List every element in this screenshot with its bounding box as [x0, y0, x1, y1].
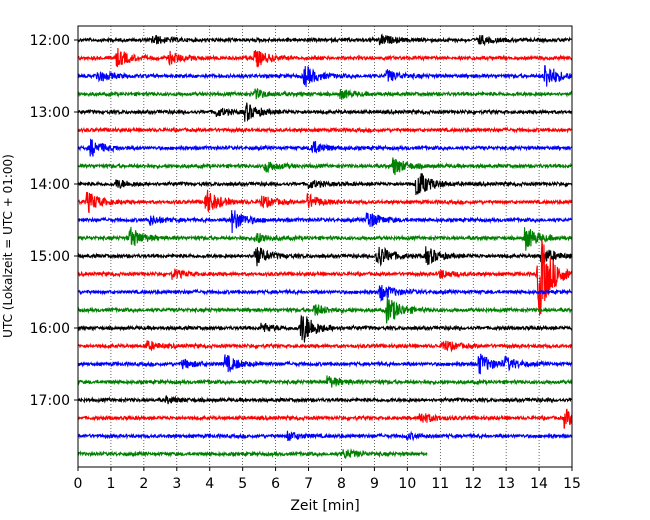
- y-tick-label: 16:00: [30, 321, 70, 337]
- trace-row: [77, 285, 573, 303]
- x-tick-label: 12: [464, 476, 482, 492]
- x-axis-ticks: 0 1 2 3 4 5 6 7 8 9 10 11 12 13 14 15: [74, 467, 581, 492]
- trace-row: [77, 395, 573, 405]
- trace-row: [77, 87, 573, 100]
- trace-row: [77, 246, 573, 267]
- y-tick-label: 12:00: [30, 33, 70, 49]
- x-tick-label: 9: [370, 476, 379, 492]
- y-tick-label: 14:00: [30, 177, 70, 193]
- trace-row: [77, 294, 572, 324]
- x-tick-label: 11: [431, 476, 449, 492]
- trace-row: [77, 210, 573, 234]
- trace-row: [77, 138, 572, 157]
- x-tick-label: 14: [530, 476, 548, 492]
- trace-row: [77, 226, 573, 251]
- trace-row: [77, 408, 573, 429]
- trace-row: [77, 47, 573, 69]
- trace-row: [77, 240, 573, 316]
- trace-row: [77, 189, 573, 214]
- trace-row: [77, 33, 572, 47]
- trace-row: [77, 430, 573, 442]
- x-tick-label: 6: [271, 476, 280, 492]
- y-axis-ticks: 12:00 13:00 14:00 15:00 16:00 17:00: [30, 33, 78, 409]
- x-tick-label: 2: [139, 476, 148, 492]
- x-tick-label: 10: [398, 476, 416, 492]
- x-tick-label: 3: [172, 476, 181, 492]
- trace-row: [77, 314, 573, 343]
- y-tick-label: 15:00: [30, 249, 70, 265]
- trace-row: [77, 340, 572, 353]
- trace-row: [77, 375, 573, 388]
- x-tick-label: 0: [74, 476, 83, 492]
- x-tick-label: 1: [106, 476, 115, 492]
- trace-row: [77, 102, 573, 122]
- y-tick-label: 17:00: [30, 393, 70, 409]
- y-tick-label: 13:00: [30, 105, 70, 121]
- x-tick-label: 4: [205, 476, 214, 492]
- x-tick-label: 13: [497, 476, 515, 492]
- trace-row: [77, 65, 573, 87]
- trace-row: [77, 173, 573, 196]
- x-tick-label: 15: [563, 476, 581, 492]
- trace-row: [77, 353, 573, 375]
- seismic-traces: [77, 33, 573, 459]
- trace-row: [77, 126, 572, 134]
- trace-row: [77, 157, 572, 175]
- x-tick-label: 5: [238, 476, 247, 492]
- plot-frame: [77, 25, 573, 468]
- trace-row: [77, 448, 428, 459]
- y-axis-label: UTC (Lokalzeit = UTC + 01:00): [1, 154, 15, 338]
- x-tick-label: 7: [304, 476, 313, 492]
- x-axis-label: Zeit [min]: [290, 498, 359, 514]
- x-tick-label: 8: [337, 476, 346, 492]
